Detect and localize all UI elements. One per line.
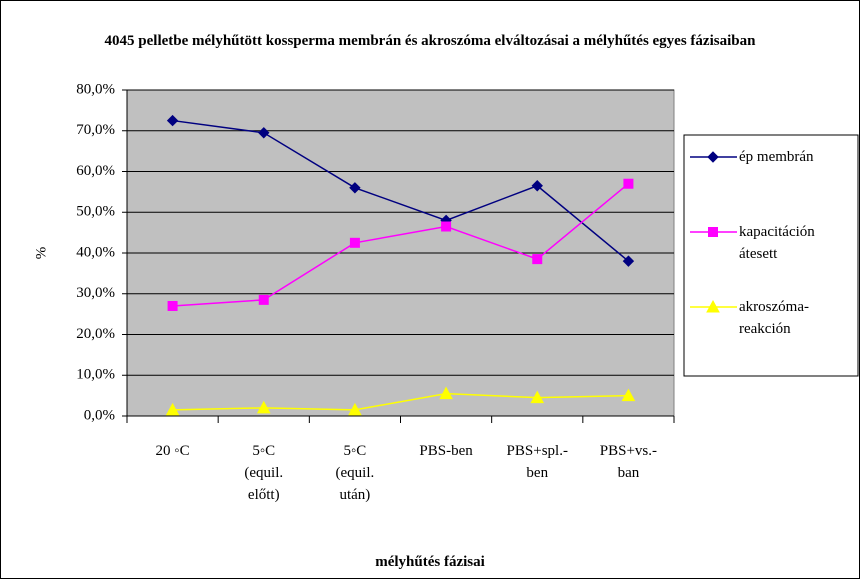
legend-label: kapacitáción átesett <box>739 224 815 262</box>
y-tick-label: 70,0% <box>76 122 115 138</box>
y-tick-label: 30,0% <box>76 285 115 301</box>
data-point <box>621 388 636 402</box>
x-tick-label: PBS+vs.- ban <box>599 443 658 481</box>
series-line <box>172 183 629 307</box>
y-tick-label: 80,0% <box>76 81 115 97</box>
legend-marker <box>707 151 719 163</box>
x-tick-label: 20 ◦C <box>155 443 190 459</box>
data-point <box>349 182 361 194</box>
series-line <box>172 119 629 262</box>
data-point <box>166 114 179 127</box>
legend-box <box>683 134 859 377</box>
x-tick-label: PBS+spl.- ben <box>506 443 568 481</box>
data-point <box>439 386 453 400</box>
data-point <box>256 400 271 414</box>
legend-marker <box>708 227 718 237</box>
y-tick-label: 50,0% <box>76 204 115 220</box>
x-axis-title: mélyhűtés fázisai <box>375 554 485 570</box>
y-tick-label: 60,0% <box>76 163 115 179</box>
y-tick-label: 20,0% <box>76 326 115 342</box>
legend-label: ép membrán <box>739 149 814 165</box>
y-tick-label: 0,0% <box>84 407 115 423</box>
y-tick-label: 40,0% <box>76 244 115 260</box>
x-tick-label: 5◦C (equil. előtt) <box>244 443 284 503</box>
data-point <box>441 221 452 232</box>
legend-label: akroszóma-reakción <box>739 299 809 337</box>
data-point <box>532 254 543 265</box>
data-point <box>258 127 270 139</box>
chart-title: 4045 pelletbe mélyhűtött kossperma membr… <box>104 33 756 49</box>
data-point <box>531 180 543 192</box>
legend-marker <box>706 299 720 313</box>
data-point <box>349 237 360 248</box>
data-point <box>348 402 362 416</box>
y-tick-label: 10,0% <box>76 367 115 383</box>
data-point <box>530 390 545 404</box>
x-tick-label: 5◦C (equil. után) <box>335 443 375 503</box>
data-point <box>623 178 634 189</box>
x-tick-label: PBS-ben <box>419 443 473 459</box>
data-point <box>258 294 269 305</box>
y-axis-title: % <box>33 247 49 260</box>
data-point <box>165 402 180 416</box>
data-point <box>622 255 635 267</box>
data-point <box>167 300 178 311</box>
series-line <box>172 392 629 411</box>
